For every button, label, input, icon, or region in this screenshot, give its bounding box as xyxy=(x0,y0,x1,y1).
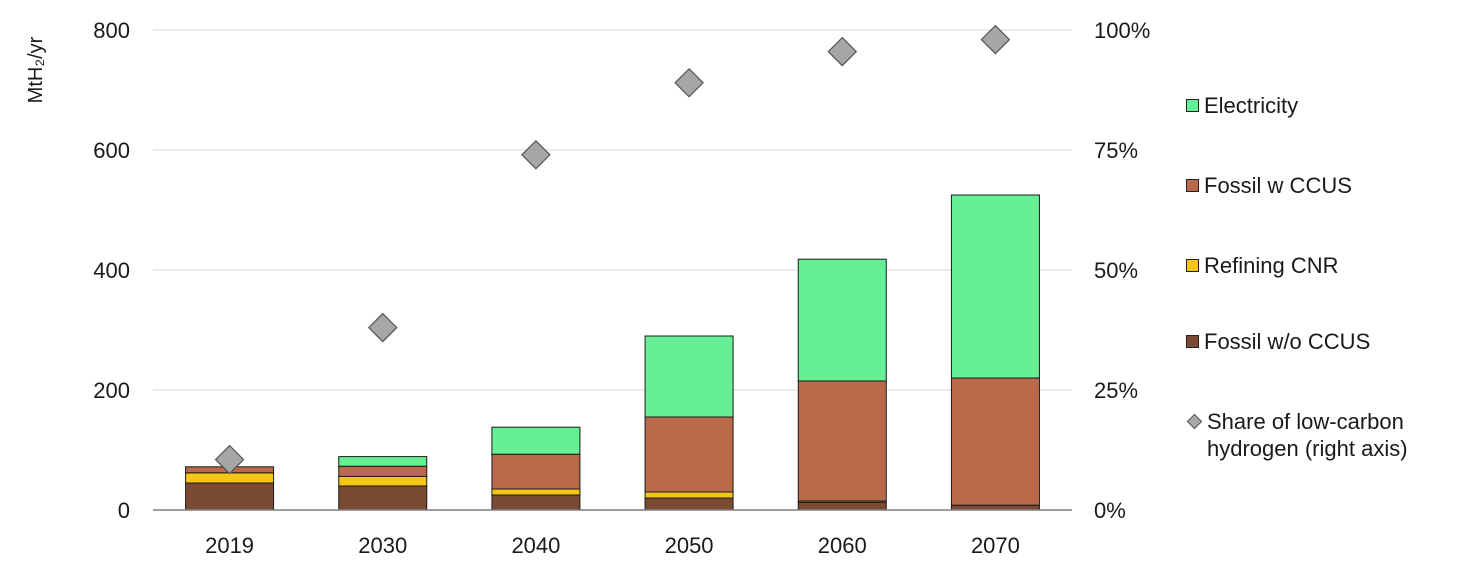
bar-segment xyxy=(491,488,581,496)
legend-swatch-refining-cnr xyxy=(1186,259,1199,272)
share-diamond-point xyxy=(827,36,858,67)
bar-segment xyxy=(338,485,428,511)
legend-label-low-carbon-share: Share of low-carbon hydrogen (right axis… xyxy=(1207,409,1408,461)
legend-label-electricity: Electricity xyxy=(1204,93,1299,118)
y2-tick-label: 100% xyxy=(1094,18,1150,43)
bar-segment xyxy=(185,482,275,511)
y-tick-label: 200 xyxy=(93,378,130,403)
legend-item-refining-cnr: Refining CNR xyxy=(1186,252,1339,279)
legend-swatch-fossil-ccus xyxy=(1186,179,1199,192)
y-tick-label: 400 xyxy=(93,258,130,283)
x-tick-label: 2040 xyxy=(511,533,560,558)
y-tick-label: 600 xyxy=(93,138,130,163)
legend-swatch-electricity xyxy=(1186,99,1199,112)
legend-item-fossil-no-ccus: Fossil w/o CCUS xyxy=(1186,328,1370,355)
bar-segment xyxy=(338,456,428,467)
bar-segment xyxy=(797,258,887,382)
x-tick-label: 2019 xyxy=(205,533,254,558)
y2-tick-label: 0% xyxy=(1094,498,1126,523)
bar-segment xyxy=(338,475,428,487)
x-tick-label: 2050 xyxy=(665,533,714,558)
bar-segment xyxy=(644,416,734,493)
x-tick-label: 2060 xyxy=(818,533,867,558)
bar-segment xyxy=(797,380,887,502)
legend-label-fossil-no-ccus: Fossil w/o CCUS xyxy=(1204,329,1371,354)
legend-label-refining-cnr: Refining CNR xyxy=(1204,253,1339,278)
bar-segment xyxy=(644,497,734,511)
share-diamond-point xyxy=(980,24,1011,55)
share-diamond-point xyxy=(367,312,398,343)
x-tick-label: 2030 xyxy=(358,533,407,558)
share-diamond-point xyxy=(521,139,551,170)
y2-tick-label: 25% xyxy=(1094,378,1138,403)
y2-tick-label: 50% xyxy=(1094,258,1138,283)
bar-segment xyxy=(950,194,1040,379)
y-tick-label: 800 xyxy=(93,18,130,43)
bar-segment xyxy=(338,465,428,477)
bar-segment xyxy=(644,491,734,499)
legend-item-fossil-ccus: Fossil w CCUS xyxy=(1186,172,1352,199)
y2-tick-label: 75% xyxy=(1094,138,1138,163)
bar-segment xyxy=(797,501,887,511)
y-axis-label: MtH₂/yr xyxy=(25,36,47,103)
y-tick-label: 0 xyxy=(118,498,130,523)
legend-label-fossil-ccus: Fossil w CCUS xyxy=(1204,173,1352,198)
legend-item-low-carbon-share: Share of low-carbon hydrogen (right axis… xyxy=(1186,408,1408,462)
bar-segment xyxy=(950,377,1040,506)
bar-segment xyxy=(644,335,734,418)
bar-segment xyxy=(491,426,581,455)
bar-segment xyxy=(491,494,581,511)
legend-item-electricity: Electricity xyxy=(1186,92,1298,119)
legend-swatch-fossil-no-ccus xyxy=(1186,335,1199,348)
diamond-marker-icon xyxy=(1186,413,1203,430)
share-diamond-point xyxy=(214,444,245,475)
share-diamond-point xyxy=(674,67,704,98)
bar-segment xyxy=(491,453,581,490)
x-tick-label: 2070 xyxy=(971,533,1020,558)
